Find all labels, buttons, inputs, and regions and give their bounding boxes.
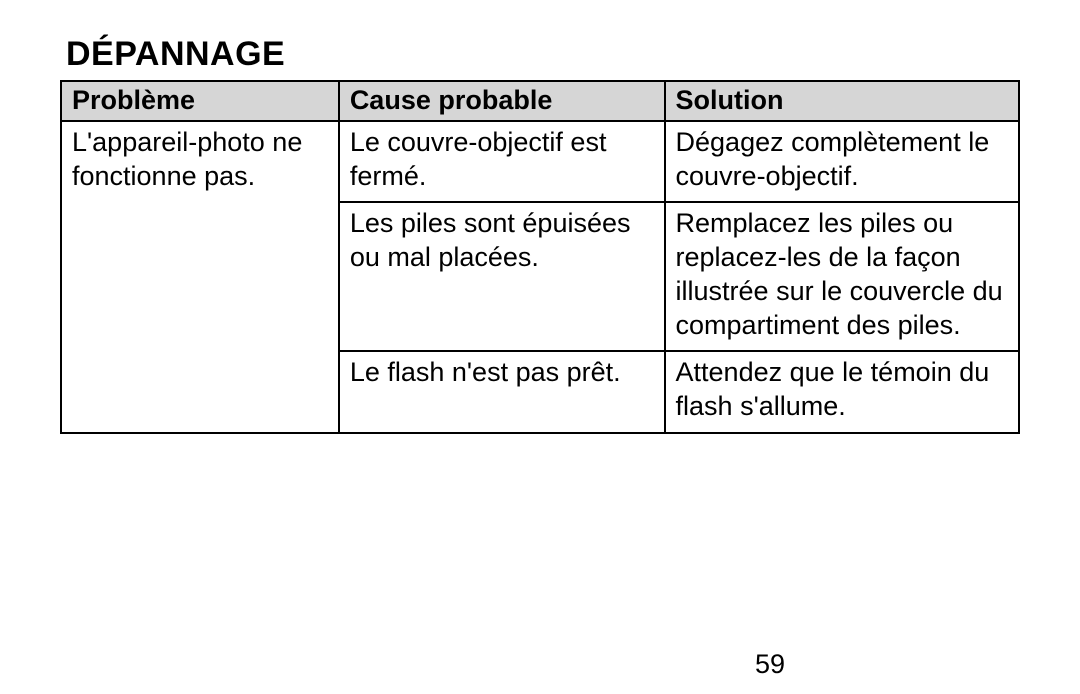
cell-problem: L'appareil-photo ne fonctionne pas.	[61, 121, 339, 433]
cell-solution: Dégagez complètement le couvre-objectif.	[665, 121, 1019, 203]
cell-cause: Les piles sont épuisées ou mal placées.	[339, 202, 665, 351]
table-header-row: Problème Cause probable Solution	[61, 81, 1019, 121]
cell-solution: Attendez que le témoin du flash s'allume…	[665, 351, 1019, 433]
cell-cause: Le couvre-objectif est fermé.	[339, 121, 665, 203]
cell-solution: Remplacez les piles ou replacez-les de l…	[665, 202, 1019, 351]
troubleshoot-table: Problème Cause probable Solution L'appar…	[60, 80, 1020, 434]
col-header-problem: Problème	[61, 81, 339, 121]
cell-cause: Le flash n'est pas prêt.	[339, 351, 665, 433]
col-header-cause: Cause probable	[339, 81, 665, 121]
table-row: L'appareil-photo ne fonctionne pas. Le c…	[61, 121, 1019, 203]
col-header-solution: Solution	[665, 81, 1019, 121]
page: DÉPANNAGE Problème Cause probable Soluti…	[0, 0, 1080, 694]
page-number: 59	[0, 649, 1080, 680]
page-title: DÉPANNAGE	[66, 35, 1020, 74]
